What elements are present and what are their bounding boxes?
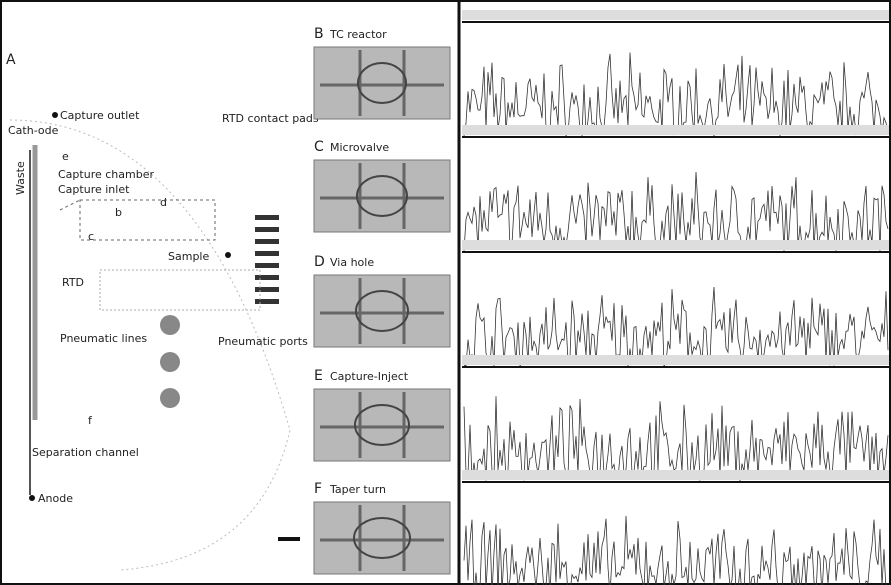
- label: Cath-ode: [8, 124, 59, 137]
- label: RTD: [62, 276, 84, 289]
- scale-bar: [278, 537, 300, 541]
- label: e: [62, 150, 69, 163]
- label: Capture chamber: [58, 168, 154, 181]
- valves: [160, 315, 180, 408]
- micrograph: [314, 502, 450, 574]
- base-call-strip: [462, 10, 889, 20]
- figure: A Capture outlet Cath-ode Capture chambe…: [0, 0, 891, 585]
- label: Waste: [14, 161, 27, 195]
- micrograph: [314, 275, 450, 347]
- panel-letter: A: [6, 52, 16, 68]
- panel-letter: C: [314, 139, 324, 155]
- label: Pneumatic ports: [218, 335, 308, 348]
- panel-title: Via hole: [330, 256, 374, 269]
- label: Capture inlet: [58, 183, 130, 196]
- micrograph: [314, 160, 450, 232]
- label: RTD contact pads: [222, 112, 319, 125]
- base-call-strip: [462, 125, 889, 135]
- panel-title: Taper turn: [329, 483, 386, 496]
- label: b: [115, 206, 122, 219]
- label: Sample: [168, 250, 209, 263]
- label: Capture outlet: [60, 109, 140, 122]
- panel-title: TC reactor: [329, 28, 387, 41]
- label: Separation channel: [32, 446, 139, 459]
- panel-title: Microvalve: [330, 141, 389, 154]
- panel-letter: E: [314, 368, 323, 384]
- label: c: [88, 230, 94, 243]
- port: [52, 112, 58, 118]
- label: Anode: [38, 492, 73, 505]
- micrograph: [314, 389, 450, 461]
- label: Pneumatic lines: [60, 332, 147, 345]
- micrograph: [314, 47, 450, 119]
- label: d: [160, 196, 167, 209]
- base-call-strip: [462, 240, 889, 250]
- panel-letter: F: [314, 481, 322, 497]
- panel-letter: D: [314, 254, 325, 270]
- panel-title: Capture-Inject: [330, 370, 409, 383]
- base-call-strip: [462, 470, 889, 480]
- base-call-strip: [462, 355, 889, 365]
- panel-letter: B: [314, 26, 324, 42]
- port: [29, 495, 35, 501]
- port: [225, 252, 231, 258]
